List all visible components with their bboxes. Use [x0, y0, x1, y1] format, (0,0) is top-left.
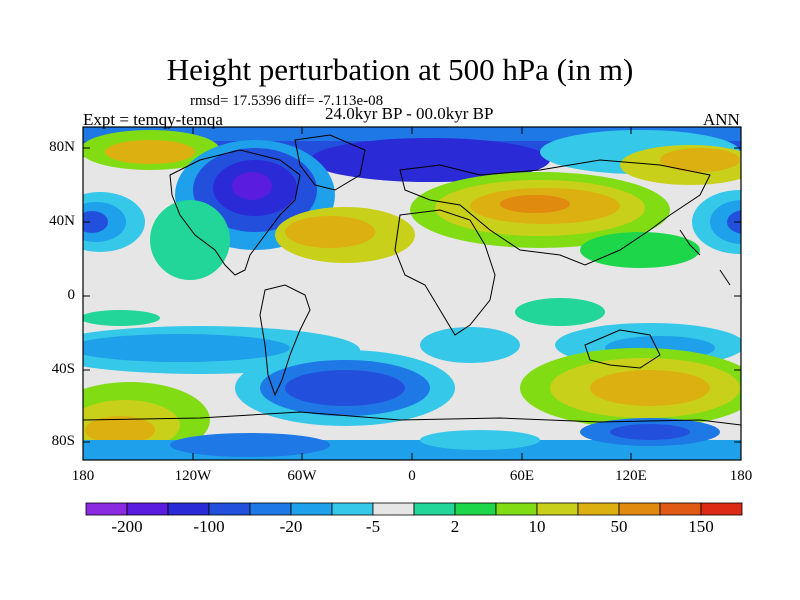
colorbar-swatch — [577, 502, 620, 516]
colorbar-swatch — [700, 502, 743, 516]
eurasia-outline — [399, 159, 711, 266]
axis-ticks — [82, 127, 742, 460]
stats-subtitle: rmsd= 17.5396 diff= -7.113e-08 — [190, 93, 384, 109]
colorbar-swatch — [208, 502, 251, 516]
australia-outline — [584, 329, 661, 369]
coastlines — [83, 134, 741, 426]
colorbar-label: 10 — [528, 517, 546, 536]
chart-title: Height perturbation at 500 hPa (in m) — [166, 52, 634, 87]
experiment-label: Expt = temqy-temqa — [83, 110, 223, 129]
lon-tick-label: 120W — [174, 468, 212, 484]
lon-tick-label: 180 — [71, 468, 95, 484]
colorbar-swatch — [454, 502, 497, 516]
lon-tick-label: 60E — [509, 468, 535, 484]
colorbar-label: -200 — [111, 517, 143, 536]
north-america-outline — [169, 149, 301, 276]
colorbar-swatch — [618, 502, 661, 516]
colorbar-swatch — [659, 502, 702, 516]
colorbar — [85, 502, 743, 516]
colorbar-swatch — [249, 502, 292, 516]
greenland-outline — [294, 134, 366, 191]
colorbar-swatch — [495, 502, 538, 516]
lat-tick-label: 80N — [49, 139, 75, 155]
lon-tick-label: 60W — [287, 468, 317, 484]
contour-field — [83, 127, 741, 460]
antarctica-outline — [83, 411, 741, 426]
colorbar-label: 50 — [610, 517, 628, 536]
lon-tick-label: 180 — [729, 468, 753, 484]
colorbar-label: -20 — [279, 517, 303, 536]
lat-tick-label: 40N — [49, 213, 75, 229]
south-america-outline — [259, 284, 311, 397]
lat-tick-label: 0 — [67, 287, 76, 303]
lat-tick-label: 40S — [51, 361, 75, 377]
period-label: 24.0kyr BP - 00.0kyr BP — [325, 104, 494, 123]
colorbar-swatch — [126, 502, 169, 516]
colorbar-label: 2 — [450, 517, 460, 536]
africa-outline — [394, 209, 496, 336]
japan-islands-outline — [679, 229, 731, 286]
colorbar-swatch — [85, 502, 128, 516]
colorbar-swatch — [413, 502, 456, 516]
colorbar-label: -5 — [365, 517, 381, 536]
lon-tick-label: 120E — [615, 468, 647, 484]
colorbar-swatch — [372, 502, 415, 516]
colorbar-swatch — [536, 502, 579, 516]
season-label: ANN — [703, 110, 740, 129]
colorbar-label: -100 — [193, 517, 225, 536]
colorbar-swatch — [167, 502, 210, 516]
colorbar-swatch — [331, 502, 374, 516]
lat-tick-label: 80S — [51, 433, 75, 449]
lon-tick-label: 0 — [408, 468, 416, 484]
colorbar-label: 150 — [688, 517, 714, 536]
colorbar-swatch — [290, 502, 333, 516]
